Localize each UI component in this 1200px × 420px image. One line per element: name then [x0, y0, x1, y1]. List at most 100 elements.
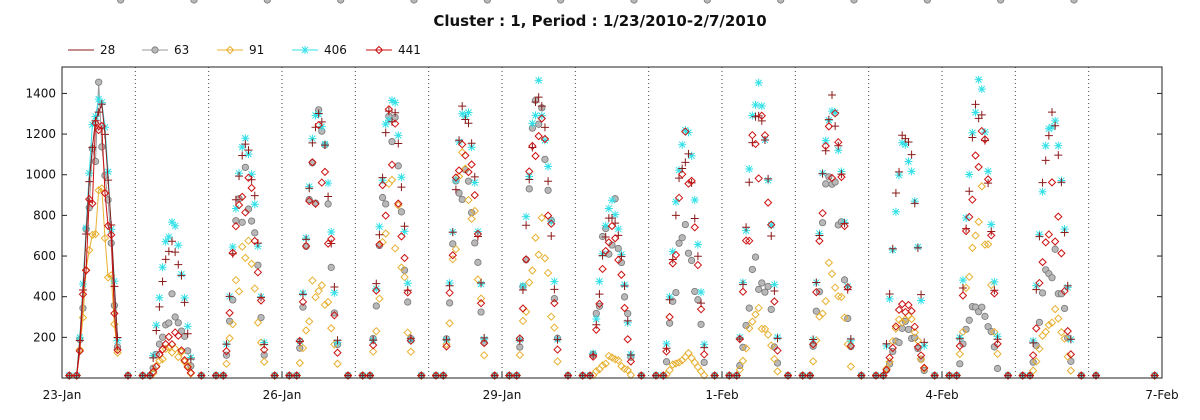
- data-point: [857, 371, 866, 380]
- data-point: [767, 221, 776, 230]
- data-point: [324, 200, 332, 208]
- data-point: [684, 149, 693, 158]
- data-point: [601, 359, 610, 368]
- data-point: [547, 312, 556, 321]
- data-point: [1035, 278, 1044, 288]
- data-point: [247, 183, 256, 193]
- data-point: [981, 312, 989, 320]
- data-point: [987, 280, 996, 290]
- data-point: [1041, 327, 1050, 337]
- data-point: [158, 263, 167, 272]
- data-point: [980, 135, 990, 144]
- data-point: [678, 140, 687, 149]
- data-point: [850, 0, 858, 4]
- data-point: [442, 340, 451, 349]
- data-point: [391, 108, 400, 117]
- data-point: [965, 187, 974, 196]
- data-point: [990, 289, 999, 298]
- data-point: [183, 361, 192, 370]
- data-point: [773, 346, 782, 355]
- data-point: [1063, 352, 1072, 361]
- data-point: [180, 356, 189, 365]
- data-point: [821, 146, 830, 155]
- data-point: [751, 310, 760, 319]
- data-point: [578, 371, 587, 380]
- data-point: [748, 265, 756, 274]
- data-point: [611, 210, 620, 219]
- data-point: [448, 251, 457, 260]
- data-point: [1048, 274, 1056, 282]
- data-point: [1028, 366, 1038, 375]
- data-point: [138, 371, 147, 380]
- y-tick-label: 400: [33, 290, 56, 304]
- data-point: [885, 294, 894, 303]
- data-point: [305, 195, 313, 204]
- data-point: [174, 260, 183, 269]
- data-point: [397, 263, 406, 272]
- data-point: [384, 105, 394, 114]
- data-point: [675, 174, 684, 183]
- data-point: [815, 236, 824, 246]
- data-point: [965, 212, 974, 222]
- data-point: [895, 167, 904, 176]
- data-point: [406, 334, 415, 343]
- data-point: [470, 172, 479, 181]
- data-point: [910, 199, 919, 208]
- data-point: [913, 243, 922, 252]
- data-point: [400, 253, 409, 263]
- data-point: [818, 219, 827, 227]
- data-point: [751, 100, 760, 109]
- data-point: [295, 358, 305, 368]
- data-point: [455, 136, 464, 145]
- data-point: [228, 319, 237, 329]
- y-tick-label: 1200: [25, 127, 56, 141]
- data-point: [365, 371, 375, 380]
- data-point: [710, 371, 719, 380]
- data-point: [244, 205, 253, 213]
- data-point: [97, 121, 107, 131]
- data-point: [299, 303, 307, 311]
- data-point: [308, 134, 317, 143]
- data-point: [171, 313, 179, 321]
- data-point: [91, 112, 100, 121]
- data-point: [997, 0, 1005, 4]
- data-point: [550, 277, 559, 286]
- data-point: [323, 239, 333, 248]
- data-point: [735, 334, 745, 344]
- data-point: [244, 146, 253, 155]
- data-point: [238, 143, 247, 152]
- data-point: [1077, 371, 1086, 380]
- data-point: [805, 371, 815, 380]
- data-point: [88, 199, 97, 208]
- data-point: [1091, 371, 1101, 380]
- data-point: [595, 290, 604, 299]
- data-point: [467, 214, 476, 224]
- data-point: [333, 336, 342, 345]
- data-point: [614, 244, 622, 253]
- data-point: [442, 342, 451, 351]
- data-point: [397, 208, 406, 216]
- data-point: [1047, 178, 1057, 187]
- data-point: [531, 111, 540, 120]
- data-point: [904, 325, 913, 334]
- data-point: [620, 282, 629, 291]
- data-point: [1032, 285, 1041, 294]
- data-point: [103, 221, 113, 230]
- data-point: [977, 110, 986, 119]
- data-point: [333, 359, 342, 368]
- data-point: [403, 279, 412, 288]
- data-point: [113, 345, 122, 355]
- data-point: [454, 166, 464, 175]
- data-point: [397, 232, 406, 241]
- data-point: [270, 371, 279, 380]
- data-point: [445, 281, 454, 290]
- data-point: [470, 206, 479, 216]
- data-point: [123, 371, 133, 380]
- data-point: [748, 111, 757, 120]
- data-point: [748, 138, 757, 147]
- data-point: [94, 108, 103, 117]
- data-point: [543, 268, 553, 278]
- legend-label: 91: [249, 43, 264, 57]
- data-point: [174, 352, 183, 362]
- data-point: [550, 285, 559, 294]
